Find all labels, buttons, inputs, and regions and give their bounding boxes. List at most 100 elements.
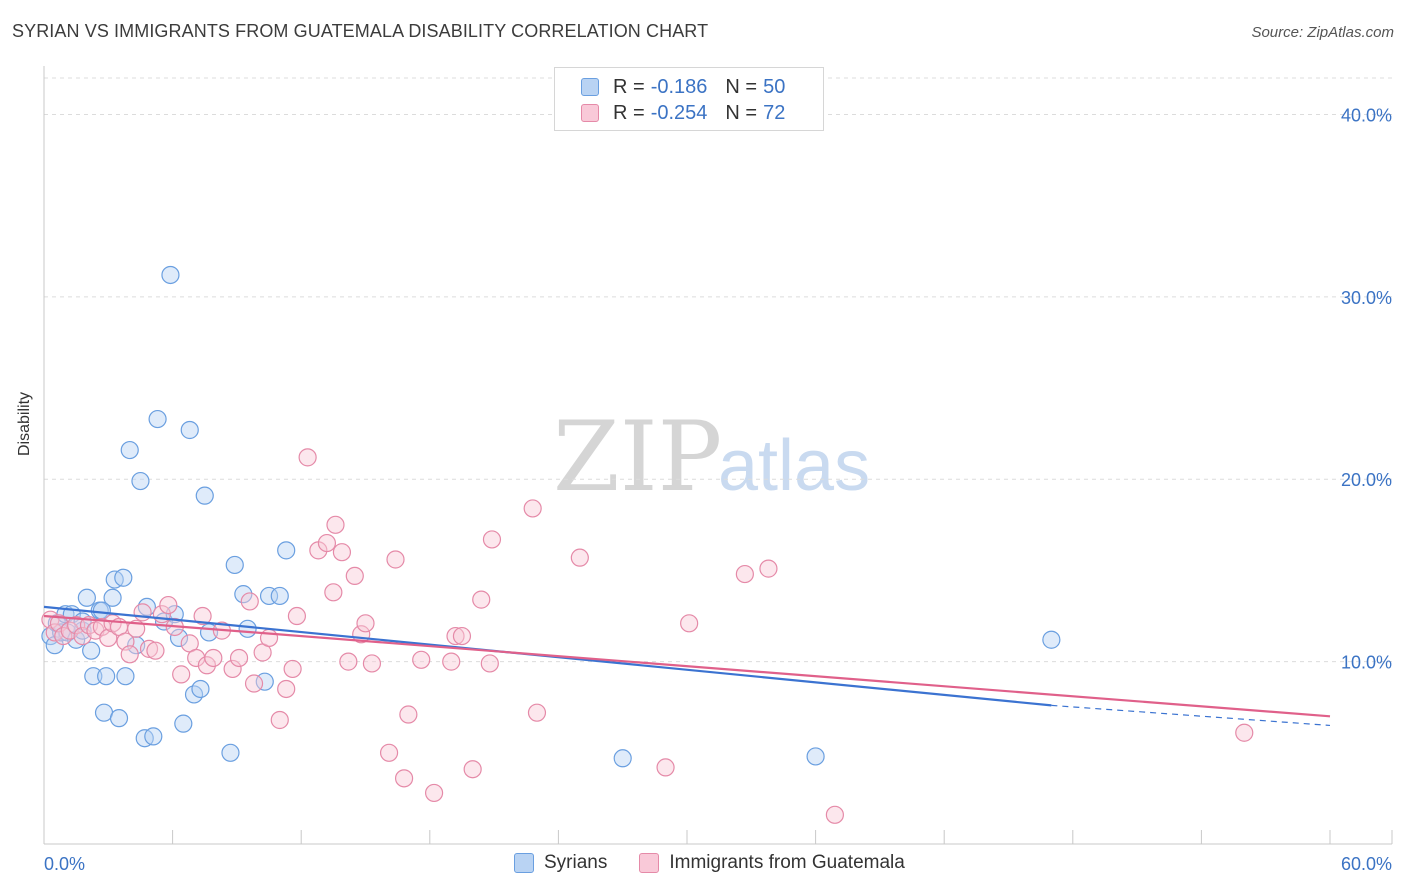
data-point [394,769,414,788]
data-point [399,705,418,724]
data-point [298,448,317,467]
watermark: ZIP atlas [553,401,870,513]
y-tick-label: 10.0% [1341,653,1392,673]
data-point [144,727,163,746]
guatemala-swatch [581,104,599,122]
chart-source: Source: ZipAtlas.com [1251,24,1394,41]
data-point [223,659,242,679]
data-point [680,614,699,633]
y-tick-label: 40.0% [1341,105,1392,125]
data-point [339,652,358,671]
data-point [379,743,399,762]
series-guatemala [41,448,1254,824]
data-point [277,541,296,560]
trend-layer [43,605,1331,727]
data-point [472,590,491,609]
data-point [116,667,135,686]
tick-labels: 10.0% 20.0% 30.0% 40.0% 0.0% 60.0% [44,105,1392,874]
data-point [463,760,482,779]
data-point [191,679,210,699]
data-point [114,568,133,587]
data-point [99,628,118,648]
data-point [238,619,257,638]
data-point [139,639,159,658]
data-point [424,783,444,803]
data-point [195,486,214,505]
data-point [221,743,240,762]
data-point [229,648,249,668]
data-point [570,548,589,567]
data-point [82,641,101,660]
data-point [67,616,86,635]
y-tick-label: 20.0% [1341,470,1392,490]
data-point [225,555,244,575]
chart-title: SYRIAN VS IMMIGRANTS FROM GUATEMALA DISA… [12,21,709,41]
data-point [1235,723,1254,742]
data-point [806,747,825,766]
data-point [356,614,375,633]
data-point [452,626,472,646]
n-value: 72 [763,101,786,124]
data-point [283,659,302,679]
data-point [656,758,675,777]
data-point [759,559,778,578]
stats-legend: R = -0.186 N = 50 R = -0.254 N = 72 [554,67,824,131]
gridlines [44,77,1392,663]
data-point [442,652,461,671]
data-point [523,499,542,518]
data-point [287,606,307,626]
data-point [174,714,193,733]
legend-item-guatemala[interactable]: Immigrants from Guatemala [639,852,905,874]
data-point [277,679,296,699]
legend-label-syrians: Syrians [544,852,608,873]
trend-extension-syrians [1051,704,1331,727]
data-point [412,650,431,669]
data-point [259,628,279,648]
data-point [244,674,264,693]
data-point [109,709,129,728]
legend-item-syrians[interactable]: Syrians [514,852,607,874]
series-legend: Syrians Immigrants from Guatemala [514,852,937,874]
r-value: -0.186 [650,75,708,98]
data-point [193,606,212,626]
data-point [362,654,382,673]
data-point [84,667,103,686]
data-point [825,805,844,824]
y-tick-label: 30.0% [1341,288,1392,308]
data-point [133,603,152,622]
data-point [169,628,189,648]
legend-label-guatemala: Immigrants from Guatemala [669,852,905,873]
data-point [345,566,364,586]
data-point [270,586,289,606]
x-tick-label: 0.0% [44,854,85,874]
axes [43,66,1393,845]
data-point [172,665,191,684]
stats-row-syrians: R = -0.186 N = 50 [581,74,785,100]
data-point [446,626,465,646]
data-point [120,645,139,664]
n-value: 50 [763,75,786,98]
data-point [97,667,116,686]
data-point [148,409,167,429]
data-point [240,592,259,611]
data-point [197,656,216,675]
trend-line-guatemala [43,614,1331,718]
data-point [1042,630,1061,649]
data-point [326,515,345,534]
stats-row-guatemala: R = -0.254 N = 72 [581,100,785,126]
r-label: R = [613,101,645,124]
data-point [159,595,178,615]
watermark-atlas: atlas [718,426,870,506]
data-point [103,588,122,607]
x-tick-label: 60.0% [1341,854,1392,874]
data-point [161,265,180,285]
data-point [332,543,352,562]
syrians-swatch [581,78,599,96]
data-point [77,588,96,607]
watermark-zip: ZIP [553,401,722,513]
n-label: N = [725,75,758,98]
data-point [386,550,405,569]
data-point [259,586,279,606]
data-point [482,530,502,549]
